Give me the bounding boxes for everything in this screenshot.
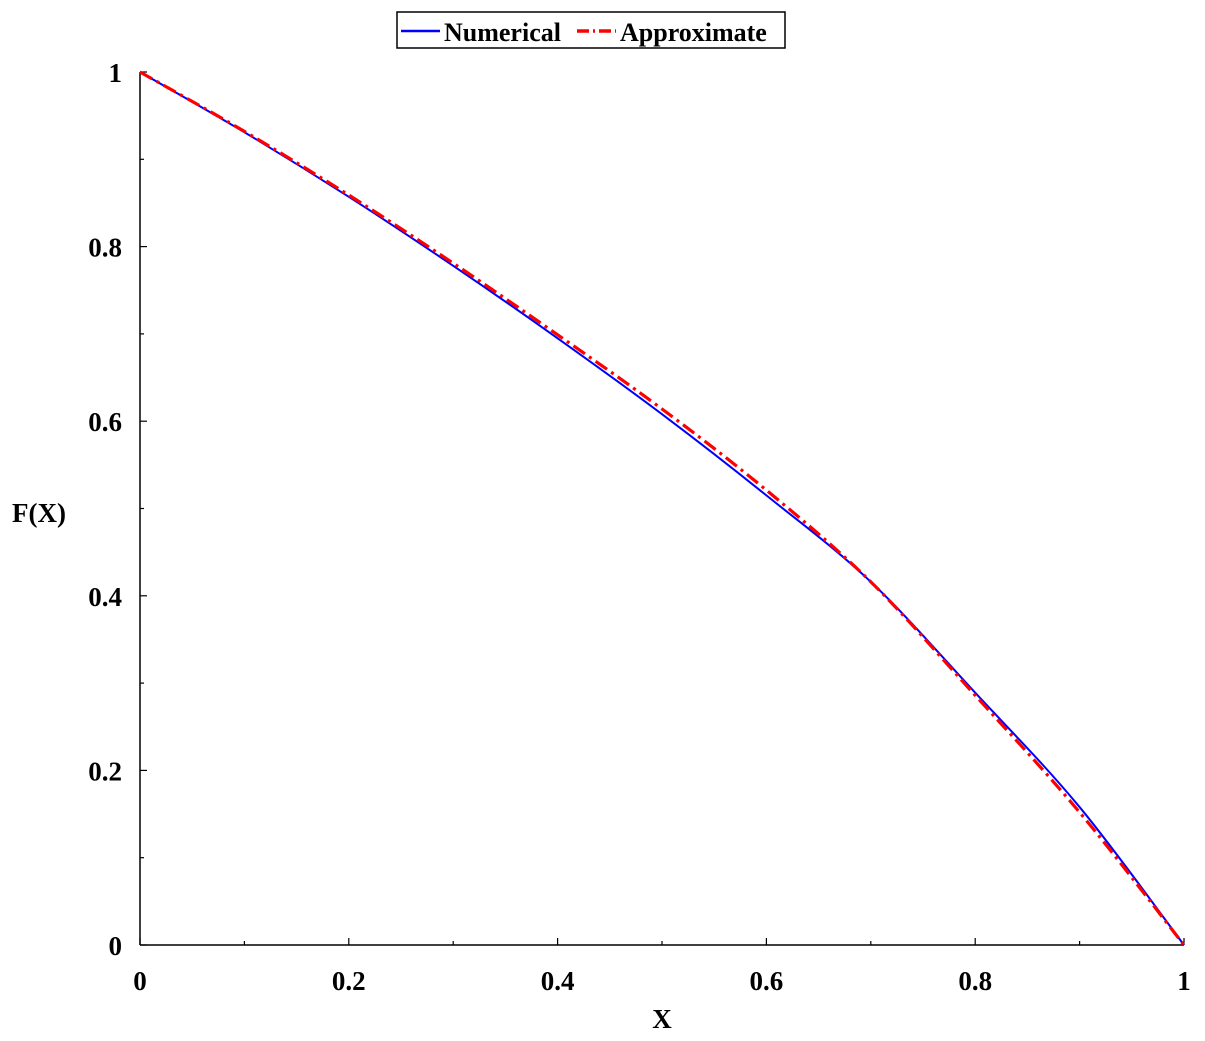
y-tick-label: 0.6 xyxy=(88,407,122,437)
legend-label-numerical: Numerical xyxy=(444,18,561,47)
legend-box xyxy=(396,11,786,49)
x-tick-label: 0.2 xyxy=(332,966,366,996)
x-tick-label: 0.4 xyxy=(541,966,575,996)
series-layer xyxy=(139,70,1186,946)
x-tick-label: 0 xyxy=(133,966,147,996)
y-axis-title: F(X) xyxy=(12,498,66,528)
x-tick-label: 1 xyxy=(1177,966,1191,996)
series-line-approximate xyxy=(139,70,1186,946)
y-tick-label: 0.4 xyxy=(88,582,122,612)
y-tick-label: 0 xyxy=(109,931,123,961)
legend: Numerical Approximate xyxy=(396,11,786,49)
y-tick-label: 0.8 xyxy=(88,233,122,263)
x-axis-title: X xyxy=(652,1004,672,1034)
series-line-numerical xyxy=(139,71,1185,946)
x-tick-label: 0.6 xyxy=(750,966,784,996)
y-ticks: 0 0.2 0.4 0.6 0.8 1 xyxy=(88,58,147,961)
y-tick-label: 0.2 xyxy=(88,756,122,786)
y-tick-label: 1 xyxy=(109,58,123,88)
x-ticks: 0 0.2 0.4 0.6 0.8 1 xyxy=(133,938,1191,996)
x-tick-label: 0.8 xyxy=(958,966,992,996)
legend-label-approximate: Approximate xyxy=(620,18,767,47)
